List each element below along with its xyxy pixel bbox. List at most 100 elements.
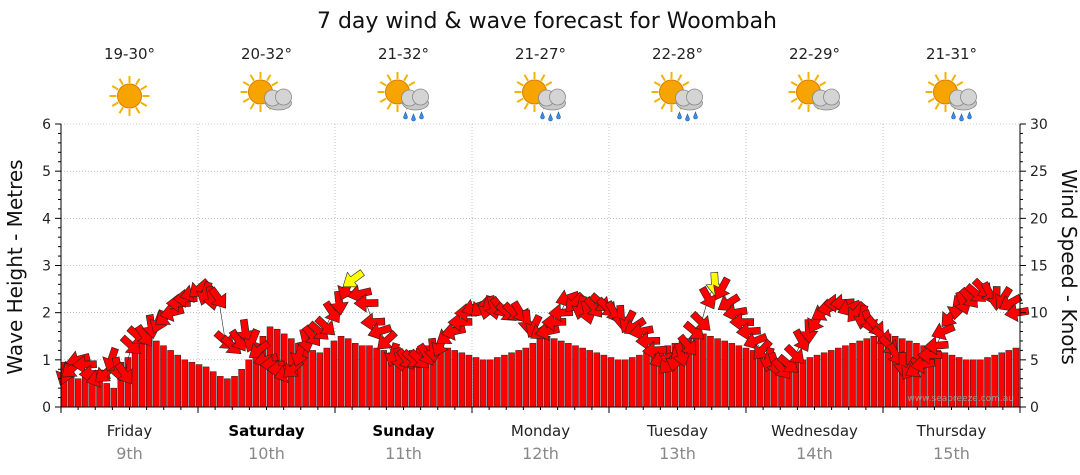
wave-bar xyxy=(486,359,494,408)
wind-arrow xyxy=(783,343,805,364)
y-tick-label: 4 xyxy=(42,211,51,227)
wave-bar xyxy=(543,336,551,408)
partly-cloudy-icon xyxy=(240,72,292,112)
sunny-icon xyxy=(109,76,150,116)
y2-tick-label: 10 xyxy=(1030,306,1048,322)
wave-bar xyxy=(707,336,714,408)
y-tick-label: 6 xyxy=(42,117,51,133)
wave-bar xyxy=(181,359,189,408)
wave-bar xyxy=(529,343,537,408)
credit-label: www.seabreeze.com.au xyxy=(907,394,1014,404)
temperature-range: 20-32° xyxy=(241,45,292,63)
y-tick-label: 1 xyxy=(42,353,51,369)
y-tick-label: 5 xyxy=(42,164,51,180)
wave-bar xyxy=(110,387,118,408)
wave-bar xyxy=(742,347,750,408)
wave-bar xyxy=(344,338,352,408)
wave-bar xyxy=(174,354,181,408)
daily-temperatures: 19-30° 20-32° 21-32° 21-27° 22-28° 22-29° 21-3… xyxy=(104,45,977,63)
wind-arrow xyxy=(548,303,574,323)
wave-bar xyxy=(238,369,245,408)
wave-bar xyxy=(337,336,345,408)
wave-bar xyxy=(550,338,558,408)
wave-bar xyxy=(621,359,629,408)
wave-bar xyxy=(224,378,231,408)
y2-tick-label: 5 xyxy=(1030,353,1039,369)
wave-bar xyxy=(359,345,366,408)
day-name: Friday xyxy=(107,422,153,440)
day-name: Sunday xyxy=(372,422,435,440)
wave-bar xyxy=(444,347,451,408)
wave-bar xyxy=(316,352,324,408)
wave-bar xyxy=(700,333,707,408)
wave-bar xyxy=(572,345,579,408)
wind-arrow xyxy=(690,310,711,331)
temperature-range: 21-31° xyxy=(926,45,977,63)
wave-bar xyxy=(245,359,252,408)
wave-bar xyxy=(479,359,487,408)
wave-bar xyxy=(728,343,736,408)
wave-bar xyxy=(629,357,636,408)
wave-bar xyxy=(870,336,878,408)
wave-bar xyxy=(167,350,174,408)
wave-bar xyxy=(806,357,814,408)
y-tick-label: 2 xyxy=(42,306,51,322)
day-date: 13th xyxy=(659,444,696,463)
wave-bar xyxy=(451,350,458,408)
temperature-range: 21-27° xyxy=(515,45,566,63)
wave-bar xyxy=(131,345,139,408)
temperature-range: 22-28° xyxy=(652,45,703,63)
temperature-range: 19-30° xyxy=(104,45,155,63)
wave-bar xyxy=(558,340,565,408)
wind-arrow xyxy=(314,315,336,336)
wave-bar xyxy=(494,357,501,408)
y2-tick-label: 25 xyxy=(1030,164,1048,180)
wave-bar xyxy=(515,350,522,408)
wave-bar xyxy=(827,350,835,408)
y2-tick-label: 30 xyxy=(1030,117,1048,133)
wave-bar xyxy=(863,338,871,408)
wave-bar xyxy=(195,364,203,408)
wave-bar xyxy=(842,345,849,408)
wind-arrow xyxy=(931,322,956,341)
wind-arrow xyxy=(329,290,349,316)
wave-bar xyxy=(138,336,146,408)
wave-bar xyxy=(323,347,331,408)
wind-arrow xyxy=(208,286,227,309)
wave-bar xyxy=(643,352,650,408)
wave-bar xyxy=(600,354,608,408)
wave-bar xyxy=(714,338,721,408)
day-date: 10th xyxy=(248,444,285,463)
wind-arrow xyxy=(677,333,696,356)
wave-bar xyxy=(579,347,586,408)
wave-bar xyxy=(465,354,473,408)
wave-bar xyxy=(352,343,359,408)
wind-arrow xyxy=(923,336,949,356)
wave-bar xyxy=(231,376,238,408)
wind-arrows xyxy=(55,269,1030,388)
day-date: 15th xyxy=(933,444,970,463)
wave-bar xyxy=(799,359,807,408)
day-name: Thursday xyxy=(916,422,987,440)
showers-icon xyxy=(514,72,566,122)
wave-bar xyxy=(202,366,210,408)
wave-bar xyxy=(849,343,856,408)
wind-arrow xyxy=(243,328,262,353)
wave-bar xyxy=(721,340,728,408)
day-name: Monday xyxy=(511,422,570,440)
wave-bar xyxy=(145,338,153,408)
wave-bar xyxy=(458,352,466,408)
wave-bar xyxy=(217,376,224,408)
y2-tick-label: 20 xyxy=(1030,211,1048,227)
wave-bar xyxy=(160,345,167,408)
y2-tick-label: 15 xyxy=(1030,259,1048,275)
weather-icons xyxy=(109,72,977,122)
wave-bar xyxy=(856,340,863,408)
showers-icon xyxy=(651,72,703,122)
showers-icon xyxy=(377,72,429,122)
y-tick-label: 3 xyxy=(42,259,51,275)
wave-bar xyxy=(103,383,110,408)
wave-bar xyxy=(820,352,828,408)
wave-bar xyxy=(593,352,601,408)
day-date: 11th xyxy=(385,444,422,463)
